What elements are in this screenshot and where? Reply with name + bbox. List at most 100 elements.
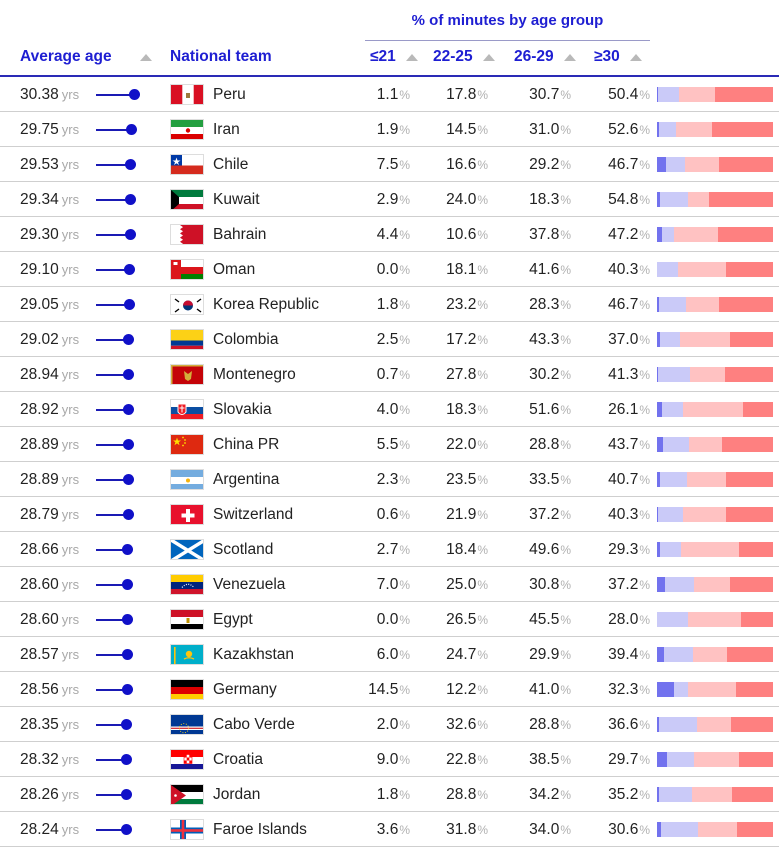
pct-a22-25: 10.6% [428, 226, 488, 244]
team-name: Cabo Verde [213, 716, 295, 733]
age-unit: yrs [61, 822, 80, 837]
pct-value: 31.8 [446, 821, 477, 838]
pct-value: 6.0 [376, 646, 399, 663]
age-unit: yrs [61, 192, 80, 207]
pct-value: 16.6 [446, 156, 477, 173]
pct-unit: % [639, 578, 650, 592]
table-row[interactable]: 28.66 yrs Scotland 2.7% 18.4% 49.6% 29.3% [0, 532, 779, 567]
bar-segment-26-29 [686, 472, 726, 487]
table-row[interactable]: 29.34 yrs Kuwait 2.9% 24.0% 18.3% 54.8% [0, 182, 779, 217]
age-lollipop-stem [96, 339, 129, 341]
pct-unit: % [639, 683, 650, 697]
pct-unit: % [639, 193, 650, 207]
table-row[interactable]: 29.02 yrs Colombia 2.5% 17.2% 43.3% 37.0% [0, 322, 779, 357]
age-unit: yrs [61, 577, 80, 592]
table-row[interactable]: 28.35 yrs Cabo Verde 2.0% 32.6% 28.8% 36.6% [0, 707, 779, 742]
table-row[interactable]: 28.57 yrs Kazakhstan 6.0% 24.7% 29.9% 39.4% [0, 637, 779, 672]
sort-national-team[interactable]: National team [170, 48, 272, 66]
age-distribution-bar [657, 752, 773, 767]
pct-a30: 40.7% [590, 471, 650, 489]
age-lollipop-dot [123, 404, 134, 415]
team-name: Korea Republic [213, 296, 319, 313]
table-row[interactable]: 28.56 yrs Germany 14.5% 12.2% 41.0% 32.3% [0, 672, 779, 707]
bar-segment-22-25 [660, 192, 689, 207]
age-lollipop-dot [123, 299, 135, 310]
table-row[interactable]: 28.60 yrs Venezuela 7.0% 25.0% 30.8% 37.2% [0, 567, 779, 602]
croatia-flag-icon [170, 749, 204, 770]
age-unit: yrs [61, 682, 80, 697]
pct-u21: 1.8% [350, 786, 410, 804]
pct-value: 39.4 [608, 646, 639, 663]
age-lollipop-dot [125, 159, 137, 170]
pct-value: 17.2 [446, 331, 477, 348]
age-unit: yrs [61, 262, 80, 277]
pct-unit: % [477, 298, 488, 312]
pct-unit: % [639, 333, 650, 347]
sort-26-29[interactable]: 26-29 [514, 48, 576, 66]
average-age: 29.53 yrs [20, 156, 79, 174]
pct-a26-29: 41.6% [511, 261, 571, 279]
pct-a22-25: 22.8% [428, 751, 488, 769]
pct-a26-29: 34.2% [511, 786, 571, 804]
bar-segment-30 [718, 157, 773, 172]
table-row[interactable]: 28.89 yrs Argentina 2.3% 23.5% 33.5% 40.7% [0, 462, 779, 497]
average-age: 28.35 yrs [20, 716, 79, 734]
sort-u21[interactable]: ≤21 [370, 48, 418, 66]
table-row[interactable]: 29.75 yrs Iran 1.9% 14.5% 31.0% 52.6% [0, 112, 779, 147]
bar-segment-30 [730, 332, 773, 347]
age-unit: yrs [61, 437, 80, 452]
pct-unit: % [399, 508, 410, 522]
bar-segment-30 [725, 472, 773, 487]
bar-segment-30 [738, 752, 773, 767]
sort-average-age[interactable]: Average age [20, 48, 152, 66]
pct-u21: 7.5% [350, 156, 410, 174]
pct-unit: % [560, 263, 571, 277]
table-row[interactable]: 29.53 yrs Chile 7.5% 16.6% 29.2% 46.7% [0, 147, 779, 182]
age-lollipop-dot [121, 649, 133, 660]
pct-unit: % [639, 788, 650, 802]
table-row[interactable]: 28.32 yrs Croatia 9.0% 22.8% 38.5% 29.7% [0, 742, 779, 777]
team-name: Jordan [213, 786, 261, 803]
group-title: % of minutes by age group [411, 12, 604, 29]
table-row[interactable]: 29.10 yrs Oman 0.0% 18.1% 41.6% 40.3% [0, 252, 779, 287]
table-row[interactable]: 30.38 yrs Peru 1.1% 17.8% 30.7% 50.4% [0, 77, 779, 112]
sort-22-25[interactable]: 22-25 [433, 48, 495, 66]
average-age-value: 29.02 [20, 331, 59, 348]
table-row[interactable]: 28.26 yrs Jordan 1.8% 28.8% 34.2% 35.2% [0, 777, 779, 812]
bar-segment-u21 [657, 717, 660, 732]
table-row[interactable]: 28.92 yrs Slovakia 4.0% 18.3% 51.6% 26.1% [0, 392, 779, 427]
pct-u21: 0.0% [350, 611, 410, 629]
table-row[interactable]: 29.05 yrs Korea Republic 1.8% 23.2% 28.3% 46.7… [0, 287, 779, 322]
age-lollipop-dot [123, 334, 135, 345]
table-row[interactable]: 28.94 yrs Montenegro 0.7% 27.8% 30.2% 41.3% [0, 357, 779, 392]
u21-header: ≤21 [370, 48, 396, 65]
table-row[interactable]: 28.89 yrs China PR 5.5% 22.0% 28.8% 43.7% [0, 427, 779, 462]
pct-unit: % [399, 613, 410, 627]
bar-segment-22-25 [659, 122, 677, 137]
sort-30-plus[interactable]: ≥30 [594, 48, 642, 66]
table-row[interactable]: 28.60 yrs Egypt 0.0% 26.5% 45.5% 28.0% [0, 602, 779, 637]
pct-unit: % [399, 753, 410, 767]
pct-a26-29: 37.8% [511, 226, 571, 244]
pct-value: 18.3 [529, 191, 560, 208]
pct-value: 36.6 [608, 716, 639, 733]
average-age-value: 28.66 [20, 541, 59, 558]
bar-segment-26-29 [683, 507, 727, 522]
bar-segment-26-29 [687, 612, 741, 627]
pct-unit: % [639, 228, 650, 242]
bar-segment-u21 [657, 752, 668, 767]
age-unit: yrs [61, 402, 80, 417]
table-row[interactable]: 29.30 yrs Bahrain 4.4% 10.6% 37.8% 47.2% [0, 217, 779, 252]
bar-segment-30 [742, 402, 773, 417]
table-row[interactable]: 28.79 yrs Switzerland 0.6% 21.9% 37.2% 40.3% [0, 497, 779, 532]
pct-a22-25: 18.1% [428, 261, 488, 279]
pct-value: 25.0 [446, 576, 477, 593]
pct-unit: % [639, 648, 650, 662]
age-distribution-bar [657, 297, 773, 312]
pct-unit: % [639, 403, 650, 417]
pct-value: 31.0 [529, 121, 560, 138]
average-age-value: 29.05 [20, 296, 59, 313]
bar-segment-30 [709, 192, 773, 207]
pct-unit: % [639, 543, 650, 557]
team-name: Colombia [213, 331, 279, 348]
